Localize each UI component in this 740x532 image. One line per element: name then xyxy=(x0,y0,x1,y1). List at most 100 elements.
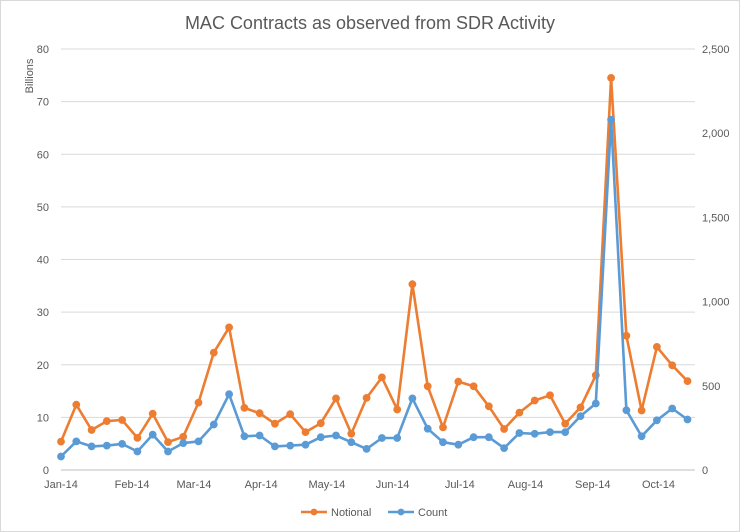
data-point-notional xyxy=(301,428,310,437)
legend-marker xyxy=(310,508,318,516)
data-point-count xyxy=(102,441,111,450)
data-point-notional xyxy=(133,434,142,442)
data-point-count xyxy=(118,440,126,448)
data-point-count xyxy=(255,431,264,440)
x-tick-label: Jan-14 xyxy=(44,479,78,491)
data-point-count xyxy=(347,438,356,447)
data-point-count xyxy=(393,434,402,442)
x-tick-label: Apr-14 xyxy=(245,479,278,491)
data-point-count xyxy=(271,442,279,451)
data-point-notional xyxy=(332,394,340,403)
data-point-count xyxy=(332,431,340,440)
x-tick-label: Jun-14 xyxy=(376,479,410,491)
data-point-notional xyxy=(378,373,386,382)
data-point-count xyxy=(87,442,96,451)
x-tick-label: Aug-14 xyxy=(508,479,543,491)
data-point-count xyxy=(164,447,172,456)
data-point-count xyxy=(683,415,692,424)
y2-tick-label: 1,500 xyxy=(702,212,730,224)
data-point-notional xyxy=(179,432,188,441)
data-point-notional xyxy=(209,348,218,357)
data-point-notional xyxy=(561,419,570,428)
data-point-count xyxy=(194,437,203,446)
data-point-notional xyxy=(607,74,615,82)
data-point-notional xyxy=(102,417,111,426)
data-point-notional xyxy=(164,438,172,447)
gridlines xyxy=(61,48,695,471)
legend: Notional Count xyxy=(301,507,447,519)
data-point-notional xyxy=(271,419,279,428)
data-point-notional xyxy=(653,343,661,351)
data-point-notional xyxy=(148,409,157,418)
series-notional xyxy=(57,74,692,447)
data-point-notional xyxy=(72,400,81,409)
x-axis-ticks: Jan-14 Feb-14 Mar-14 Apr-14 May-14 Jun-14 Jul-… xyxy=(44,479,675,491)
legend-label: Notional xyxy=(331,507,371,519)
data-point-count xyxy=(362,445,371,453)
data-point-notional xyxy=(423,382,432,391)
data-point-notional xyxy=(347,429,356,438)
data-point-notional xyxy=(546,391,554,400)
x-tick-label: Jul-14 xyxy=(445,479,475,491)
data-point-notional xyxy=(316,419,325,428)
data-point-count xyxy=(530,429,539,438)
legend-item-notional: Notional xyxy=(301,507,371,519)
data-point-count xyxy=(576,412,585,421)
data-point-notional xyxy=(484,402,493,411)
data-point-count xyxy=(637,432,646,441)
data-point-notional xyxy=(500,425,509,433)
y-tick-label: 80 xyxy=(37,44,49,56)
y-tick-label: 70 xyxy=(37,97,49,109)
y-tick-label: 0 xyxy=(43,465,49,477)
x-tick-label: May-14 xyxy=(309,479,346,491)
y2-tick-label: 2,500 xyxy=(702,44,730,56)
data-point-notional xyxy=(576,403,585,412)
y-tick-label: 20 xyxy=(37,360,49,372)
y2-tick-label: 2,000 xyxy=(702,128,730,140)
data-point-notional xyxy=(286,410,295,419)
data-point-notional xyxy=(439,423,447,432)
x-tick-label: Oct-14 xyxy=(642,479,675,491)
x-tick-label: Mar-14 xyxy=(177,479,212,491)
data-point-notional xyxy=(408,280,417,289)
data-point-count xyxy=(653,416,661,425)
data-point-notional xyxy=(57,437,65,446)
data-point-count xyxy=(72,437,81,446)
data-point-count xyxy=(240,432,249,441)
x-tick-label: Sep-14 xyxy=(575,479,610,491)
y2-axis-ticks: 0 500 1,000 1,500 2,000 2,500 xyxy=(702,44,730,477)
y-tick-label: 40 xyxy=(37,255,49,267)
data-point-notional xyxy=(454,377,463,386)
data-point-count xyxy=(454,440,463,449)
data-point-notional xyxy=(637,406,646,415)
data-point-count xyxy=(500,444,509,453)
data-point-count xyxy=(225,390,234,399)
y-tick-label: 50 xyxy=(37,202,49,214)
data-point-count xyxy=(515,429,524,437)
data-point-count xyxy=(408,394,417,403)
data-point-count xyxy=(484,433,493,442)
data-point-count xyxy=(591,399,600,408)
y2-tick-label: 0 xyxy=(702,465,708,477)
data-point-notional xyxy=(668,361,677,370)
x-tick-label: Feb-14 xyxy=(115,479,150,491)
series-layer xyxy=(57,74,692,461)
data-point-count xyxy=(286,441,295,450)
y-axis-ticks: 0 10 20 30 40 50 60 70 80 xyxy=(37,44,49,477)
data-point-notional xyxy=(362,394,371,402)
data-point-count xyxy=(57,452,65,461)
data-point-notional xyxy=(515,408,524,417)
data-point-notional xyxy=(469,382,478,391)
series-line-notional xyxy=(59,76,689,444)
y2-tick-label: 1,000 xyxy=(702,297,730,309)
data-point-notional xyxy=(255,409,264,418)
legend-item-count: Count xyxy=(388,507,447,519)
y-tick-label: 30 xyxy=(37,307,49,319)
data-point-count xyxy=(561,428,570,437)
y-tick-label: 10 xyxy=(37,412,49,424)
data-point-count xyxy=(316,433,325,442)
data-point-notional xyxy=(194,398,203,407)
chart-title: MAC Contracts as observed from SDR Activ… xyxy=(185,13,555,33)
data-point-count xyxy=(546,428,554,437)
